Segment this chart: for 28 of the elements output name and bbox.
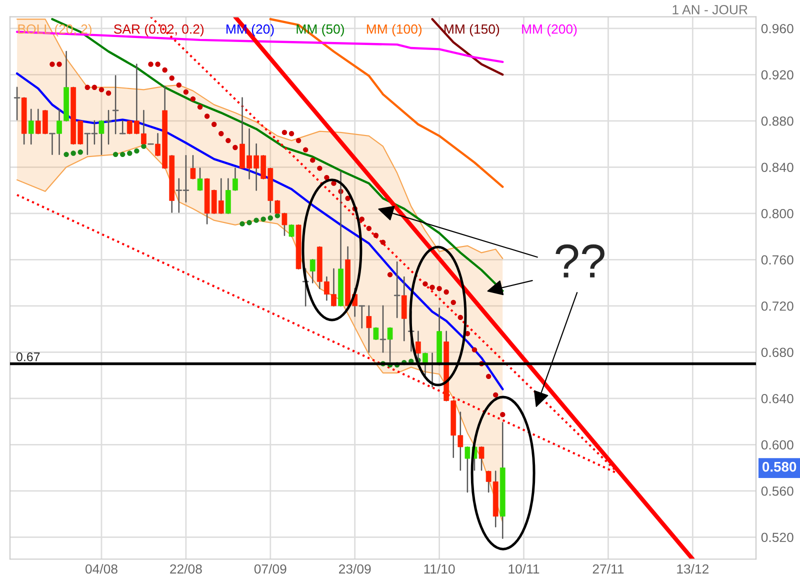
text: 0.580 xyxy=(762,462,796,472)
x-tick-label: 13/12 xyxy=(677,564,709,574)
y-tick-label: 0.680 xyxy=(761,348,794,358)
x-tick-label: 23/09 xyxy=(339,564,371,574)
x-tick-label: 11/10 xyxy=(424,564,455,574)
annotation: ?? xyxy=(556,244,604,278)
text: MM (200) xyxy=(522,24,577,36)
y-tick-label: 0.720 xyxy=(761,301,794,311)
y-tick-label: 0.520 xyxy=(761,532,794,542)
x-tick-label: 04/08 xyxy=(86,564,118,574)
x-tick-label: 27/11 xyxy=(592,564,624,574)
y-tick-label: 0.600 xyxy=(761,440,794,450)
y-tick-label: 0.760 xyxy=(761,255,794,265)
ref-line-label: 0.67 xyxy=(16,352,40,362)
x-tick-label: 10/11 xyxy=(508,564,540,574)
text: MM (100) xyxy=(366,24,422,36)
y-tick-label: 0.880 xyxy=(761,116,794,126)
x-tick-label: 22/08 xyxy=(170,564,202,574)
y-tick-label: 0.640 xyxy=(761,394,794,404)
y-tick-label: 0.920 xyxy=(761,70,794,80)
y-tick-label: 0.560 xyxy=(761,486,794,496)
text: SAR (0.02, 0.2) xyxy=(114,24,204,36)
y-tick-label: 0.800 xyxy=(761,208,794,218)
y-tick-label: 0.840 xyxy=(761,162,794,172)
series-label: MM (150) xyxy=(444,24,500,36)
x-tick-label: 07/09 xyxy=(254,564,286,574)
chart-subtitle: 1 AN - JOUR xyxy=(672,4,748,14)
y-tick-label: 0.960 xyxy=(761,24,794,34)
